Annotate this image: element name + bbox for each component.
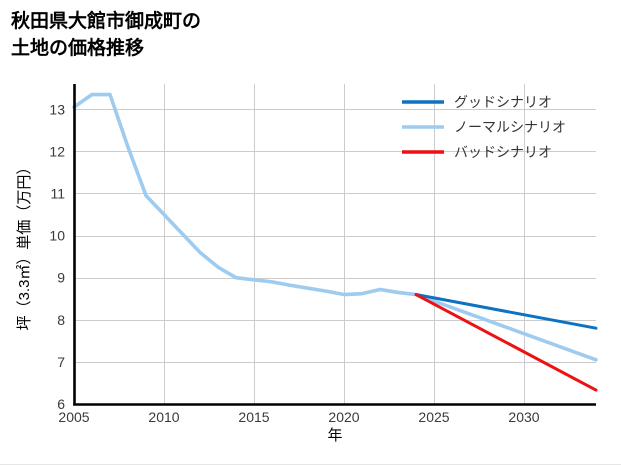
x-tick-label: 2005 (58, 409, 89, 425)
x-tick-label: 2025 (418, 409, 449, 425)
y-axis-title: 坪（3.3㎡）単価（万円） (16, 160, 33, 331)
y-tick-label: 11 (50, 185, 65, 201)
x-tick-label: 2030 (508, 409, 539, 425)
y-axis-tick-labels: 6 7 8 9 10 11 12 13 (49, 101, 65, 412)
y-tick-label: 8 (57, 312, 65, 328)
legend-label: グッドシナリオ (454, 94, 552, 110)
series-line-normal (72, 92, 598, 362)
x-tick-label: 2020 (328, 409, 359, 425)
x-tick-label: 2010 (148, 409, 179, 425)
y-tick-label: 7 (57, 354, 65, 370)
x-axis-title: 年 (327, 427, 342, 444)
gridlines-group (74, 109, 596, 405)
legend-label: バッドシナリオ (454, 144, 552, 160)
y-tick-label: 12 (49, 143, 65, 159)
series-group (72, 92, 598, 392)
x-tick-label: 2015 (238, 409, 269, 425)
series-line-bad (414, 293, 598, 392)
y-tick-label: 9 (57, 270, 65, 286)
x-axis-tick-labels: 2005 2010 2015 2020 2025 2030 (58, 409, 539, 425)
chart-title: 秋田県大館市御成町の 土地の価格推移 (11, 11, 202, 59)
series-line-good (414, 293, 598, 330)
axis-spines (73, 84, 596, 406)
y-tick-label: 13 (49, 101, 65, 117)
y-tick-label: 10 (49, 228, 65, 244)
legend-label: ノーマルシナリオ (454, 119, 566, 135)
y-tick-label: 6 (57, 396, 65, 412)
